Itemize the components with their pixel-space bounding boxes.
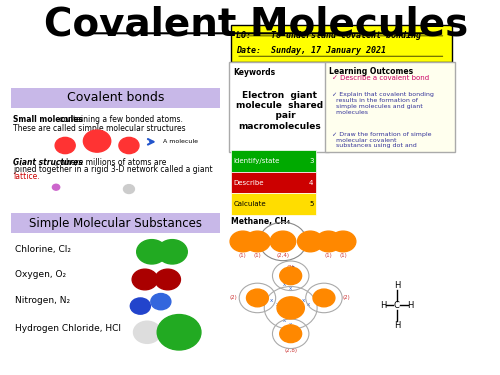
Text: (2,8): (2,8) bbox=[284, 348, 297, 353]
Circle shape bbox=[157, 315, 201, 350]
Text: H: H bbox=[394, 280, 400, 290]
Text: Electron  giant
molecule  shared
    pair
macromolecules: Electron giant molecule shared pair macr… bbox=[236, 90, 323, 131]
Circle shape bbox=[136, 240, 167, 264]
Text: LO:    To understand covalent bonding: LO: To understand covalent bonding bbox=[236, 32, 421, 40]
Text: (1): (1) bbox=[239, 253, 246, 258]
Text: ·: · bbox=[347, 235, 350, 245]
Text: H: H bbox=[394, 321, 400, 330]
FancyBboxPatch shape bbox=[325, 62, 454, 152]
Text: x: x bbox=[289, 322, 292, 327]
Circle shape bbox=[246, 289, 268, 307]
Text: x: x bbox=[283, 282, 286, 287]
Text: ·: · bbox=[237, 235, 240, 245]
Circle shape bbox=[270, 231, 295, 252]
Text: (2,4): (2,4) bbox=[276, 253, 289, 258]
Text: Oxygen, O₂: Oxygen, O₂ bbox=[15, 270, 66, 279]
Text: , where millions of atoms are: , where millions of atoms are bbox=[54, 158, 166, 166]
Text: A molecule: A molecule bbox=[163, 140, 198, 144]
Text: 5: 5 bbox=[309, 201, 314, 207]
Circle shape bbox=[151, 294, 171, 310]
Text: Nitrogen, N₂: Nitrogen, N₂ bbox=[15, 296, 70, 305]
Circle shape bbox=[298, 231, 323, 252]
Text: Calculate: Calculate bbox=[234, 201, 266, 207]
Text: H: H bbox=[143, 327, 151, 337]
Text: Identify/state: Identify/state bbox=[234, 158, 280, 164]
FancyBboxPatch shape bbox=[10, 213, 220, 233]
Text: ✓ Describe a covalent bond: ✓ Describe a covalent bond bbox=[332, 75, 429, 81]
FancyBboxPatch shape bbox=[10, 87, 220, 108]
Text: Chlorine, Cl₂: Chlorine, Cl₂ bbox=[15, 244, 71, 254]
Circle shape bbox=[330, 231, 356, 252]
FancyBboxPatch shape bbox=[232, 194, 316, 215]
Text: (2): (2) bbox=[230, 296, 237, 300]
Circle shape bbox=[280, 267, 301, 285]
Text: H: H bbox=[408, 301, 414, 310]
Circle shape bbox=[277, 297, 304, 319]
Circle shape bbox=[157, 240, 188, 264]
Text: x: x bbox=[303, 241, 307, 247]
Text: Learning Outcomes: Learning Outcomes bbox=[330, 67, 413, 76]
Circle shape bbox=[55, 137, 75, 154]
Text: 4: 4 bbox=[309, 180, 314, 186]
Circle shape bbox=[132, 269, 158, 290]
Circle shape bbox=[313, 289, 335, 307]
Text: x: x bbox=[289, 286, 292, 291]
Text: (1): (1) bbox=[254, 253, 262, 258]
Text: These are called simple molecular structures: These are called simple molecular struct… bbox=[13, 124, 186, 134]
Text: lattice.: lattice. bbox=[13, 172, 40, 182]
Text: Covalent bonds: Covalent bonds bbox=[66, 91, 164, 104]
Text: x: x bbox=[308, 303, 310, 307]
Text: Describe: Describe bbox=[234, 180, 264, 186]
Circle shape bbox=[52, 184, 60, 190]
FancyBboxPatch shape bbox=[232, 150, 316, 172]
Text: x: x bbox=[298, 238, 302, 244]
Text: x: x bbox=[272, 237, 277, 243]
FancyBboxPatch shape bbox=[232, 25, 452, 62]
Circle shape bbox=[244, 231, 270, 252]
Text: Small molecules: Small molecules bbox=[13, 115, 83, 124]
Text: x: x bbox=[266, 237, 270, 243]
Circle shape bbox=[134, 321, 161, 344]
Text: x: x bbox=[302, 298, 304, 303]
Circle shape bbox=[119, 137, 139, 154]
Text: Methane, CH₄: Methane, CH₄ bbox=[232, 217, 290, 226]
Text: x: x bbox=[276, 303, 278, 307]
Circle shape bbox=[316, 231, 342, 252]
Circle shape bbox=[124, 184, 134, 194]
Text: containing a few bonded atoms.: containing a few bonded atoms. bbox=[58, 115, 184, 124]
Text: H: H bbox=[380, 301, 386, 310]
Text: Covalent Molecules: Covalent Molecules bbox=[44, 6, 469, 44]
Text: (2): (2) bbox=[287, 265, 294, 270]
Text: x: x bbox=[283, 318, 286, 323]
Text: joined together in a rigid 3-D network called a giant: joined together in a rigid 3-D network c… bbox=[13, 165, 212, 174]
FancyBboxPatch shape bbox=[232, 172, 316, 194]
Circle shape bbox=[155, 269, 180, 290]
Text: Cl: Cl bbox=[173, 327, 185, 337]
Circle shape bbox=[84, 130, 110, 152]
Text: Date:  Sunday, 17 January 2021: Date: Sunday, 17 January 2021 bbox=[236, 46, 386, 55]
Text: 3: 3 bbox=[309, 158, 314, 164]
Text: C: C bbox=[394, 301, 400, 310]
FancyBboxPatch shape bbox=[229, 62, 330, 152]
Text: ✓ Explain that covalent bonding
  results in the formation of
  simple molecules: ✓ Explain that covalent bonding results … bbox=[332, 92, 434, 115]
Circle shape bbox=[280, 325, 301, 343]
Text: Giant structures: Giant structures bbox=[13, 158, 82, 166]
Text: x: x bbox=[290, 236, 294, 242]
Text: (1): (1) bbox=[339, 253, 347, 258]
Text: (2): (2) bbox=[343, 296, 350, 300]
Text: (1): (1) bbox=[324, 253, 332, 258]
Text: ✓ Draw the formation of simple
  molecular covalent
  substances using dot and: ✓ Draw the formation of simple molecular… bbox=[332, 132, 431, 148]
Text: Simple Molecular Substances: Simple Molecular Substances bbox=[29, 217, 202, 230]
Text: ·: · bbox=[262, 235, 264, 245]
Circle shape bbox=[130, 298, 150, 314]
Text: Keywords: Keywords bbox=[234, 68, 276, 77]
Text: Hydrogen Chloride, HCl: Hydrogen Chloride, HCl bbox=[15, 324, 121, 333]
Circle shape bbox=[230, 231, 256, 252]
Text: ·: · bbox=[304, 235, 307, 245]
Text: x: x bbox=[270, 298, 272, 303]
